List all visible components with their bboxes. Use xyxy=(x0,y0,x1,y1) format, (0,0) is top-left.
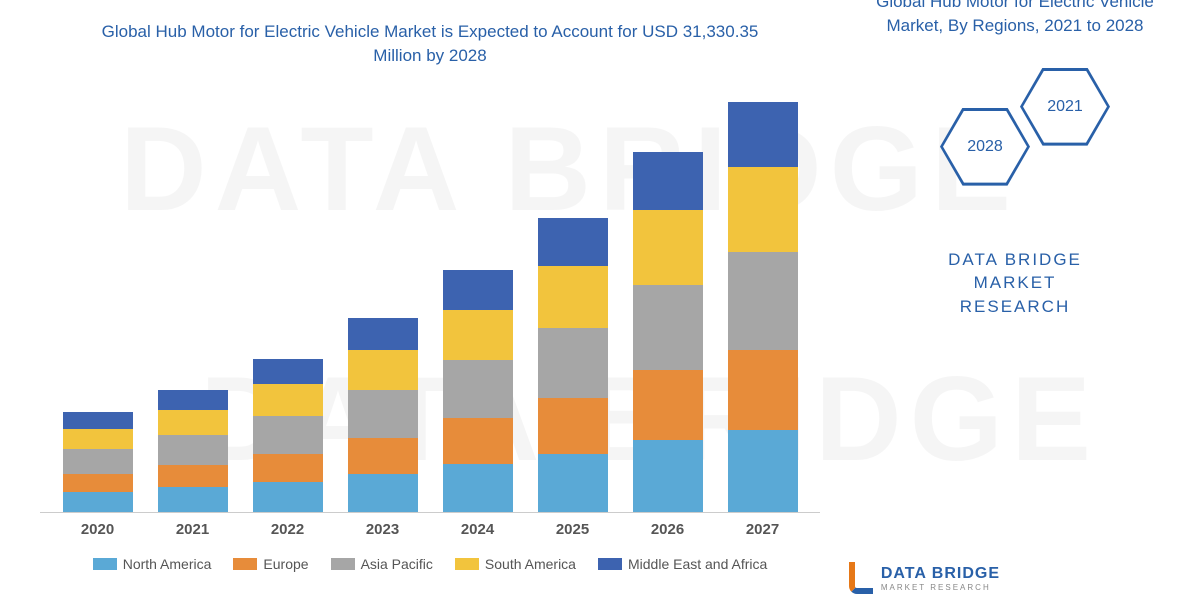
bar-segment xyxy=(538,328,608,398)
bar-segment xyxy=(728,252,798,350)
legend-label: South America xyxy=(485,556,576,572)
bar-segment xyxy=(63,429,133,449)
footer-brand: DATA BRIDGE xyxy=(881,565,1000,582)
legend-label: Middle East and Africa xyxy=(628,556,767,572)
bar-segment xyxy=(253,454,323,482)
bar-stack xyxy=(253,359,323,512)
logo-mark-icon xyxy=(849,562,873,594)
bar-segment xyxy=(443,310,513,360)
bar-segment xyxy=(348,438,418,474)
legend-item: Europe xyxy=(233,556,308,572)
bar-segment xyxy=(253,482,323,512)
legend-item: Middle East and Africa xyxy=(598,556,767,572)
bar-segment xyxy=(63,412,133,429)
x-tick-label: 2024 xyxy=(440,521,515,538)
legend-item: Asia Pacific xyxy=(331,556,433,572)
bar-segment xyxy=(158,435,228,465)
legend-swatch xyxy=(331,558,355,570)
hex-group: 2028 2021 xyxy=(850,58,1180,228)
bar-segment xyxy=(158,487,228,512)
legend-label: Asia Pacific xyxy=(361,556,433,572)
x-tick-label: 2025 xyxy=(535,521,610,538)
bar-segment xyxy=(538,398,608,454)
footer-sub: MARKET RESEARCH xyxy=(881,583,1000,592)
legend-swatch xyxy=(455,558,479,570)
bar-segment xyxy=(633,285,703,370)
bar-segment xyxy=(728,167,798,252)
hexagon-icon: 2021 xyxy=(1020,68,1110,146)
x-tick-label: 2021 xyxy=(155,521,230,538)
legend-swatch xyxy=(598,558,622,570)
bar-segment xyxy=(158,390,228,410)
bar-segment xyxy=(633,440,703,512)
bar-segment xyxy=(443,464,513,512)
bar-segment xyxy=(538,218,608,266)
bar-segment xyxy=(538,266,608,328)
hex-year-label: 2028 xyxy=(943,111,1027,183)
bar-segment xyxy=(443,418,513,464)
bar-stack xyxy=(728,102,798,512)
legend-label: North America xyxy=(123,556,212,572)
bar-segment xyxy=(728,430,798,512)
side-title: Global Hub Motor for Electric Vehicle Ma… xyxy=(850,0,1180,38)
legend-item: North America xyxy=(93,556,212,572)
legend: North America Europe Asia Pacific South Ame… xyxy=(40,556,820,572)
bar-segment xyxy=(633,152,703,210)
x-tick-label: 2020 xyxy=(60,521,135,538)
hexagon-icon: 2028 xyxy=(940,108,1030,186)
side-panel: Global Hub Motor for Electric Vehicle Ma… xyxy=(830,0,1200,600)
x-tick-label: 2023 xyxy=(345,521,420,538)
brand-text: DATA BRIDGE MARKET RESEARCH xyxy=(850,248,1180,319)
bar-segment xyxy=(348,474,418,512)
bar-segment xyxy=(348,390,418,438)
bar-segment xyxy=(63,492,133,512)
x-tick-label: 2022 xyxy=(250,521,325,538)
bar-segment xyxy=(158,410,228,435)
bar-stack xyxy=(633,152,703,512)
legend-swatch xyxy=(93,558,117,570)
x-axis: 2020 2021 2022 2023 2024 2025 2026 2027 xyxy=(40,513,820,538)
bar-stack xyxy=(158,390,228,512)
chart-area: Global Hub Motor for Electric Vehicle Ma… xyxy=(0,0,830,600)
bar-segment xyxy=(63,449,133,474)
brand-line: DATA BRIDGE xyxy=(850,248,1180,272)
bar-segment xyxy=(253,384,323,416)
bar-segment xyxy=(158,465,228,487)
bar-segment xyxy=(633,210,703,285)
bar-segment xyxy=(253,416,323,454)
bar-segment xyxy=(63,474,133,492)
bar-stack xyxy=(63,412,133,512)
hex-year-label: 2021 xyxy=(1023,71,1107,143)
bar-segment xyxy=(348,318,418,350)
bar-segment xyxy=(443,360,513,418)
bar-segment xyxy=(538,454,608,512)
bar-segment xyxy=(253,359,323,384)
bar-segment xyxy=(728,102,798,167)
x-tick-label: 2027 xyxy=(725,521,800,538)
main-layout: Global Hub Motor for Electric Vehicle Ma… xyxy=(0,0,1200,600)
bar-segment xyxy=(728,350,798,430)
legend-item: South America xyxy=(455,556,576,572)
x-tick-label: 2026 xyxy=(630,521,705,538)
bar-segment xyxy=(633,370,703,440)
bar-chart xyxy=(40,93,820,513)
chart-title: Global Hub Motor for Electric Vehicle Ma… xyxy=(40,20,820,68)
brand-line: MARKET xyxy=(850,271,1180,295)
bar-stack xyxy=(348,318,418,512)
bar-stack xyxy=(443,270,513,512)
bar-segment xyxy=(443,270,513,310)
bar-stack xyxy=(538,218,608,512)
bar-segment xyxy=(348,350,418,390)
legend-label: Europe xyxy=(263,556,308,572)
legend-swatch xyxy=(233,558,257,570)
brand-line: RESEARCH xyxy=(850,295,1180,319)
footer-logo: DATA BRIDGE MARKET RESEARCH xyxy=(849,562,1000,594)
